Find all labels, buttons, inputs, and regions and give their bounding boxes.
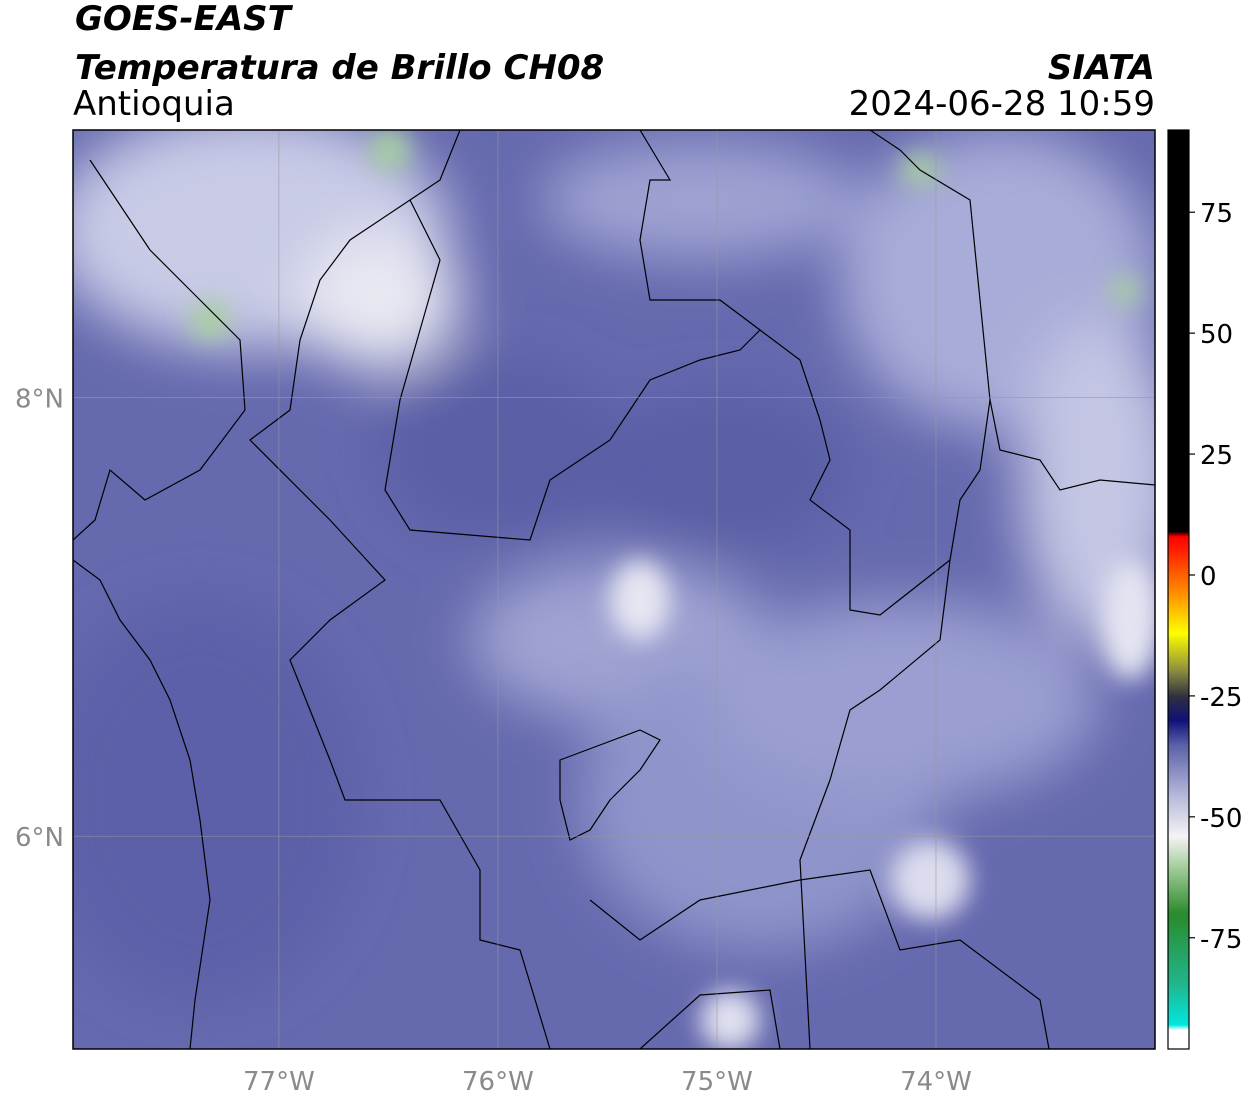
x-tick-label: 74°W <box>900 1067 972 1097</box>
colorbar-segment <box>1168 550 1189 600</box>
colorbar-tick-label: -25 <box>1200 683 1242 713</box>
datetime: 2024-06-28 10:59 <box>849 84 1155 124</box>
colorbar-segment <box>1168 1029 1189 1050</box>
x-tick-label: 76°W <box>462 1067 534 1097</box>
colorbar-segment <box>1168 836 1189 866</box>
colorbar-segment <box>1168 130 1189 532</box>
subtitle: Temperatura de Brillo CH08 <box>75 48 604 88</box>
colorbar-tick-label: 50 <box>1200 320 1233 350</box>
satellite-image <box>73 130 1155 1049</box>
colorbar-tick-label: -75 <box>1200 925 1242 955</box>
colorbar-segment <box>1168 913 1189 987</box>
colorbar-tick-label: -50 <box>1200 804 1242 834</box>
colorbar-segment <box>1168 695 1189 721</box>
colorbar-segment <box>1168 536 1189 552</box>
colorbar-segment <box>1168 720 1189 745</box>
colorbar-segment <box>1168 865 1189 915</box>
colorbar-segment <box>1168 531 1189 537</box>
colorbar-segment <box>1168 986 1189 1026</box>
y-tick-label: 6°N <box>15 823 64 853</box>
colorbar-segment <box>1168 633 1189 673</box>
colorbar-frame <box>1167 129 1190 1050</box>
x-tick-label: 75°W <box>681 1067 753 1097</box>
source: SIATA <box>1048 48 1155 88</box>
title: GOES-EAST <box>75 0 294 39</box>
map-frame <box>72 129 1156 1050</box>
region: Antioquia <box>73 84 235 124</box>
colorbar-segment <box>1168 1024 1189 1031</box>
y-tick-label: 8°N <box>15 385 64 415</box>
colorbar-tick-label: 25 <box>1200 441 1233 471</box>
x-tick-label: 77°W <box>243 1067 315 1097</box>
colorbar-tick-label: 0 <box>1200 562 1217 592</box>
colorbar-segment <box>1168 599 1189 634</box>
colorbar-segment <box>1168 744 1189 794</box>
colorbar-tick-label: 75 <box>1200 199 1233 229</box>
colorbar-segment <box>1168 792 1189 837</box>
colorbar-segment <box>1168 671 1189 697</box>
